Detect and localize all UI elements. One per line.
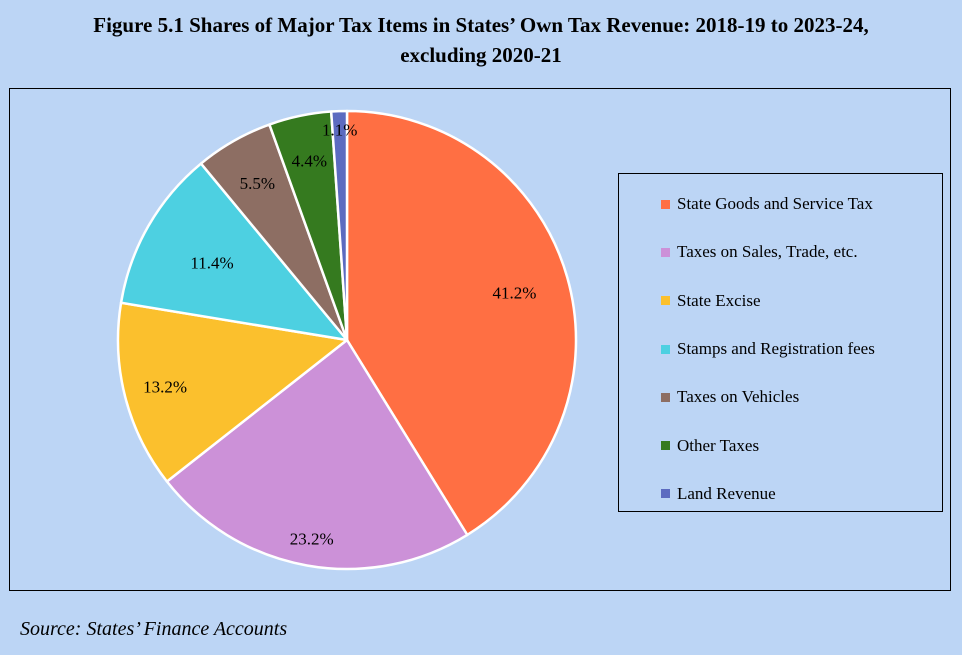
- legend-item-other-taxes: Other Taxes: [619, 421, 942, 469]
- pie-slice-stamps-registration: [119, 162, 349, 342]
- legend-swatch-other-taxes: [661, 441, 670, 451]
- legend-swatch-state-gst: [661, 199, 670, 209]
- legend-label-land-revenue: Land Revenue: [677, 483, 776, 503]
- legend-swatch-stamps-registration: [661, 344, 670, 354]
- chart-title-line-1: Figure 5.1 Shares of Major Tax Items in …: [93, 13, 869, 37]
- legend-item-taxes-on-sales: Taxes on Sales, Trade, etc.: [619, 228, 942, 276]
- legend-item-land-revenue: Land Revenue: [619, 470, 942, 518]
- pie-slice-state-excise: [116, 301, 349, 483]
- chart-title-line-2: excluding 2020-21: [400, 43, 562, 67]
- legend-label-other-taxes: Other Taxes: [677, 435, 760, 455]
- legend-item-taxes-on-vehicles: Taxes on Vehicles: [619, 373, 942, 421]
- legend-item-state-gst: State Goods and Service Tax: [619, 180, 942, 228]
- chart-area: 41.2% 23.2% 13.2% 11.4% 5.5% 4.4% 1.1% State G…: [9, 88, 951, 591]
- pie-slice-taxes-on-sales: [165, 338, 469, 571]
- data-label-state-excise: 13.2%: [143, 378, 187, 397]
- data-label-stamps-registration: 11.4%: [190, 253, 233, 272]
- legend-label-state-excise: State Excise: [677, 290, 761, 310]
- chart-title: Figure 5.1 Shares of Major Tax Items in …: [0, 10, 962, 70]
- legend-label-stamps-registration: Stamps and Registration fees: [677, 339, 875, 359]
- legend: State Goods and Service Tax Taxes on Sal…: [618, 173, 943, 512]
- data-label-state-gst: 41.2%: [492, 283, 536, 302]
- legend-item-state-excise: State Excise: [619, 277, 942, 325]
- source-note: Source: States’ Finance Accounts: [20, 618, 288, 640]
- data-label-other-taxes: 4.4%: [292, 152, 327, 171]
- legend-swatch-state-excise: [661, 296, 670, 306]
- legend-item-stamps-registration: Stamps and Registration fees: [619, 325, 942, 373]
- data-label-taxes-on-sales: 23.2%: [290, 529, 334, 548]
- data-label-taxes-on-vehicles: 5.5%: [240, 174, 275, 193]
- data-label-land-revenue: 1.1%: [322, 120, 357, 139]
- legend-swatch-taxes-on-vehicles: [661, 392, 670, 402]
- legend-swatch-land-revenue: [661, 489, 670, 499]
- legend-label-taxes-on-vehicles: Taxes on Vehicles: [677, 387, 800, 407]
- legend-label-taxes-on-sales: Taxes on Sales, Trade, etc.: [677, 242, 858, 262]
- pie-slice-state-gst: [345, 109, 578, 537]
- pie-slice-land-revenue: [329, 109, 349, 342]
- legend-swatch-taxes-on-sales: [661, 247, 670, 257]
- legend-label-state-gst: State Goods and Service Tax: [677, 194, 873, 214]
- pie-chart: 41.2% 23.2% 13.2% 11.4% 5.5% 4.4% 1.1%: [116, 109, 578, 571]
